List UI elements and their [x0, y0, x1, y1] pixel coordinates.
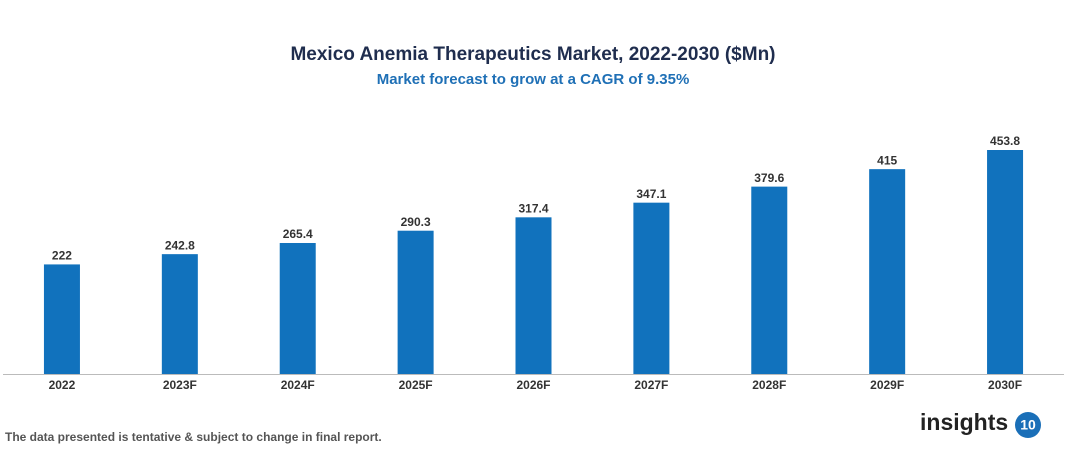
- bar: [161, 254, 198, 374]
- bar: [987, 150, 1024, 374]
- logo-badge-text: 10: [1020, 417, 1036, 433]
- x-tick-label: 2029F: [870, 378, 904, 392]
- bar: [43, 264, 80, 374]
- value-label: 453.8: [990, 134, 1020, 148]
- value-label: 347.1: [636, 187, 666, 201]
- footnote: The data presented is tentative & subjec…: [5, 430, 382, 444]
- x-tick-label: 2025F: [399, 378, 433, 392]
- x-tick-label: 2024F: [281, 378, 315, 392]
- value-label: 317.4: [518, 202, 548, 216]
- x-tick-label: 2028F: [752, 378, 786, 392]
- bar: [633, 202, 670, 374]
- value-label: 290.3: [401, 215, 431, 229]
- bar: [397, 230, 434, 374]
- x-tick-label: 2030F: [988, 378, 1022, 392]
- x-tick-label: 2023F: [163, 378, 197, 392]
- logo-text: insights: [920, 409, 1008, 435]
- x-tick-label: 2027F: [634, 378, 668, 392]
- value-label: 265.4: [283, 227, 313, 241]
- bar: [515, 217, 552, 374]
- chart-title: Mexico Anemia Therapeutics Market, 2022-…: [290, 44, 775, 65]
- chart-subtitle: Market forecast to grow at a CAGR of 9.3…: [377, 71, 690, 88]
- value-label: 242.8: [165, 238, 195, 252]
- bar: [751, 186, 788, 374]
- value-label: 415: [877, 153, 897, 167]
- value-label: 222: [52, 249, 72, 263]
- x-tick-label: 2022: [49, 378, 76, 392]
- logo-badge: [1015, 412, 1041, 438]
- bar: [279, 242, 316, 374]
- value-label: 379.6: [754, 171, 784, 185]
- bar: [869, 169, 906, 374]
- x-tick-label: 2026F: [516, 378, 550, 392]
